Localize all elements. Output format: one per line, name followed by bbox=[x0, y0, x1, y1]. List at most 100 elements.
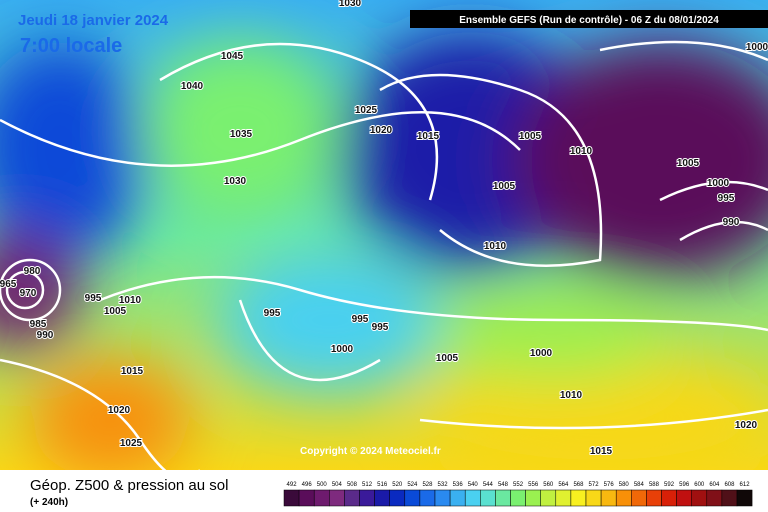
legend-swatch bbox=[374, 489, 390, 507]
legend-swatch bbox=[313, 489, 330, 507]
isobar-label: 1015 bbox=[417, 131, 440, 142]
legend-label: 584 bbox=[634, 482, 645, 488]
legend-swatch bbox=[525, 489, 541, 507]
field bbox=[0, 0, 768, 470]
time: 7:00 locale bbox=[20, 35, 122, 57]
isobar-label: 1035 bbox=[230, 129, 253, 140]
model-info: Ensemble GEFS (Run de contrôle) - 06 Z d… bbox=[459, 15, 719, 26]
legend-swatch bbox=[721, 489, 738, 507]
legend-label: 612 bbox=[740, 482, 751, 488]
isobar-label: 1005 bbox=[677, 158, 700, 169]
legend-swatch bbox=[600, 489, 617, 507]
legend-label: 544 bbox=[483, 482, 494, 488]
legend-label: 552 bbox=[513, 482, 524, 488]
legend-label: 604 bbox=[709, 482, 720, 488]
isobar-label: 985 bbox=[30, 319, 47, 330]
isobar-label: 1020 bbox=[108, 405, 131, 416]
isobar-label: 1025 bbox=[355, 105, 378, 116]
legend-label: 520 bbox=[392, 482, 403, 488]
legend-swatch bbox=[736, 489, 753, 507]
legend-label: 580 bbox=[619, 482, 630, 488]
legend-swatch bbox=[329, 489, 345, 507]
legend-label: 500 bbox=[317, 482, 328, 488]
legend-label: 560 bbox=[543, 482, 554, 488]
legend-swatch bbox=[283, 489, 300, 507]
legend-label: 504 bbox=[332, 482, 343, 488]
legend-swatch bbox=[434, 489, 451, 507]
legend-swatch bbox=[585, 489, 602, 507]
isobar-label: 1030 bbox=[339, 0, 362, 9]
legend-label: 536 bbox=[453, 482, 464, 488]
legend-swatch bbox=[540, 489, 557, 507]
isobar-label: 995 bbox=[85, 293, 102, 304]
isobar-label: 1015 bbox=[121, 366, 144, 377]
legend-label: 568 bbox=[573, 482, 584, 488]
legend-label: 528 bbox=[422, 482, 433, 488]
isobar-label: 1000 bbox=[530, 348, 553, 359]
legend-label: 548 bbox=[498, 482, 509, 488]
isobar-label: 1005 bbox=[519, 131, 542, 142]
legend-label: 588 bbox=[649, 482, 660, 488]
date: Jeudi 18 janvier 2024 bbox=[18, 12, 169, 29]
legend-label: 512 bbox=[362, 482, 373, 488]
legend-swatch bbox=[419, 489, 436, 507]
legend-swatch bbox=[510, 489, 526, 507]
legend-label: 592 bbox=[664, 482, 675, 488]
isobar-label: 1000 bbox=[707, 178, 730, 189]
legend-swatch bbox=[298, 489, 315, 507]
legend-label: 608 bbox=[724, 482, 735, 488]
legend-swatch bbox=[706, 489, 723, 507]
isobar-label: 1045 bbox=[221, 51, 244, 62]
isobar-label: 990 bbox=[723, 217, 740, 228]
legend-label: 600 bbox=[694, 482, 705, 488]
legend-swatch bbox=[449, 489, 466, 507]
isobar-label: 970 bbox=[20, 288, 37, 299]
isobar-label: 1010 bbox=[570, 146, 593, 157]
isobar-label: 1025 bbox=[120, 438, 143, 449]
isobar-label: 1040 bbox=[181, 81, 204, 92]
isobar-label: 1005 bbox=[493, 181, 516, 192]
isobar-label: 980 bbox=[24, 266, 41, 277]
isobar-label: 1005 bbox=[436, 353, 459, 364]
copyright: Copyright © 2024 Meteociel.fr bbox=[300, 446, 441, 457]
legend-swatch bbox=[570, 489, 587, 507]
legend-label: 516 bbox=[377, 482, 388, 488]
legend-swatch bbox=[495, 489, 511, 507]
isobar-label: 1010 bbox=[560, 390, 583, 401]
legend-swatch bbox=[404, 489, 421, 507]
legend-swatch bbox=[359, 489, 375, 507]
isobar-label: 1005 bbox=[104, 306, 127, 317]
model-box bbox=[410, 10, 768, 28]
legend-swatch bbox=[646, 489, 662, 507]
legend-swatch bbox=[480, 489, 496, 507]
footer-title: Géop. Z500 & pression au sol bbox=[30, 477, 228, 494]
isobar-label: 995 bbox=[718, 193, 735, 204]
legend-label: 496 bbox=[302, 482, 313, 488]
isobar-label: 990 bbox=[37, 330, 54, 341]
isobar-label: 995 bbox=[352, 314, 369, 325]
legend-label: 492 bbox=[287, 482, 298, 488]
legend-swatch bbox=[344, 489, 360, 507]
isobar-label: 1000 bbox=[746, 42, 768, 53]
isobar-label: 995 bbox=[372, 322, 389, 333]
legend-label: 532 bbox=[438, 482, 449, 488]
isobar-label: 1010 bbox=[119, 295, 142, 306]
footer-subtitle: (+ 240h) bbox=[30, 497, 68, 508]
legend-swatch bbox=[389, 489, 406, 507]
legend-label: 596 bbox=[679, 482, 690, 488]
legend-label: 572 bbox=[589, 482, 600, 488]
isobar-label: 1030 bbox=[224, 176, 247, 187]
legend-swatch bbox=[631, 489, 647, 507]
legend-label: 564 bbox=[558, 482, 569, 488]
legend-swatch bbox=[464, 489, 481, 507]
isobar-label: 1000 bbox=[331, 344, 354, 355]
isobar-label: 1010 bbox=[484, 241, 507, 252]
isobar-label: 1020 bbox=[735, 420, 758, 431]
legend-swatch bbox=[615, 489, 632, 507]
isobar-label: 965 bbox=[0, 279, 17, 290]
legend-label: 576 bbox=[604, 482, 615, 488]
isobar-label: 1015 bbox=[590, 446, 613, 457]
legend-label: 556 bbox=[528, 482, 539, 488]
legend-swatch bbox=[661, 489, 677, 507]
